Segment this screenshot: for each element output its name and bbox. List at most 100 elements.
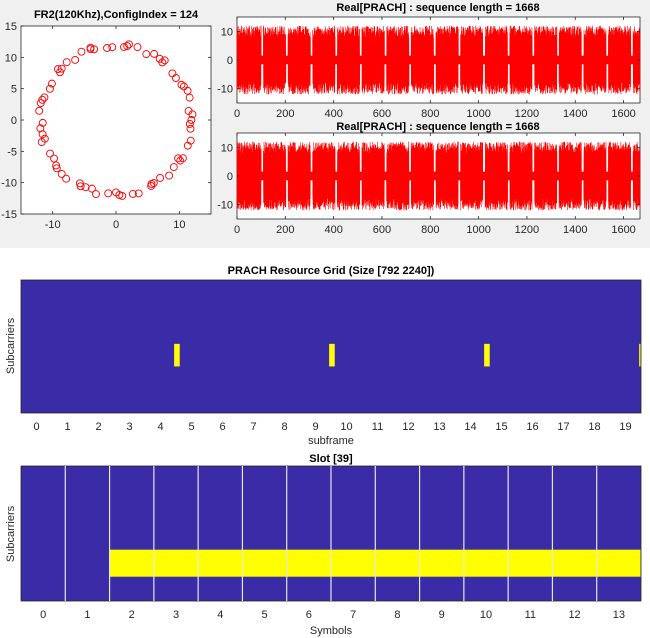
constellation-point <box>38 95 47 104</box>
constellation-point <box>35 106 44 115</box>
y-tick-label: 15 <box>5 21 17 33</box>
x-tick-label: 9 <box>312 421 318 433</box>
constellation-plot: -10 0 10 -15 -10 -5 0 5 10 15 FR2(120Khz),Config… <box>1 9 212 231</box>
constellation-point <box>150 49 159 58</box>
constellation-point <box>56 68 64 77</box>
slot-symbol-boundaries <box>64 466 598 601</box>
constellation-point <box>57 64 66 73</box>
x-tick-label: 0 <box>234 108 240 120</box>
constellation-point <box>57 169 66 178</box>
constellation-point <box>87 184 96 193</box>
constellation-point <box>52 161 61 170</box>
y-tick-label: 5 <box>11 84 17 96</box>
resource-grid-x-ticks: 0 1 2 3 4 5 6 7 8 9 10 11 12 13 14 15 16 17 18 19 <box>33 421 631 433</box>
x-tick-label: 400 <box>324 108 342 120</box>
constellation-point <box>156 173 165 182</box>
x-tick-label: 0 <box>113 219 119 231</box>
x-tick-label: 200 <box>276 224 294 236</box>
x-tick-label: 600 <box>373 108 391 120</box>
resource-grid-ylabel: Subcarriers <box>5 317 17 374</box>
constellation-point <box>123 42 132 51</box>
prach-occasion <box>484 343 490 367</box>
y-tick-label: 0 <box>11 115 17 127</box>
constellation-point <box>92 190 100 198</box>
x-tick-label: 11 <box>525 609 536 621</box>
prach-occasion <box>639 343 641 367</box>
x-tick-label: 6 <box>306 609 312 621</box>
constellation-point <box>108 43 117 52</box>
x-tick-label: 8 <box>281 421 287 433</box>
x-tick-label: 2 <box>95 421 101 433</box>
x-tick-label: 3 <box>126 421 132 433</box>
prach-real-2-x-ticks: 0 200 400 600 800 1000 1200 1400 1600 <box>234 133 636 236</box>
x-tick-label: 5 <box>262 609 268 621</box>
x-tick-label: 10 <box>340 421 352 433</box>
prach-real-2-y-ticks: -10 0 10 <box>217 142 640 212</box>
constellation-point <box>112 188 120 197</box>
constellation-point <box>71 55 80 64</box>
constellation-point <box>183 86 192 95</box>
constellation-point <box>62 174 71 183</box>
prach-real-1-y-ticks: -10 0 10 <box>217 26 640 96</box>
x-tick-label: 1200 <box>515 108 539 120</box>
x-tick-label: 1 <box>64 421 70 433</box>
x-tick-label: 10 <box>173 219 185 231</box>
x-tick-label: 0 <box>40 609 46 621</box>
x-tick-label: 16 <box>526 421 538 433</box>
resource-grid-xlabel: subframe <box>308 435 354 447</box>
x-tick-label: 19 <box>619 421 631 433</box>
constellation-point <box>160 56 169 65</box>
prach-real-2-title: Real[PRACH] : sequence length = 1668 <box>336 121 539 133</box>
constellation-point <box>149 179 158 188</box>
x-tick-label: 200 <box>276 108 294 120</box>
constellation-point <box>50 154 59 163</box>
prach-real-1-title: Real[PRACH] : sequence length = 1668 <box>336 2 539 14</box>
x-tick-label: -10 <box>45 219 61 231</box>
x-tick-label: 8 <box>394 609 400 621</box>
constellation-point <box>40 93 49 102</box>
y-tick-label: 10 <box>5 52 17 64</box>
constellation-point <box>134 189 143 198</box>
x-tick-label: 0 <box>234 224 240 236</box>
y-tick-label: -5 <box>7 146 17 158</box>
constellation-point <box>75 179 84 188</box>
y-tick-label: 0 <box>227 55 233 67</box>
constellation-points <box>35 40 197 200</box>
x-tick-label: 13 <box>433 421 445 433</box>
x-tick-label: 10 <box>480 609 492 621</box>
x-tick-label: 1000 <box>466 108 490 120</box>
prach-real-1-x-ticks: 0 200 400 600 800 1000 1200 1400 1600 <box>234 17 636 120</box>
y-tick-label: 10 <box>221 142 233 154</box>
x-tick-label: 1000 <box>466 224 490 236</box>
constellation-point <box>186 136 195 145</box>
x-tick-label: 12 <box>568 609 580 621</box>
y-tick-label: -10 <box>1 178 17 190</box>
constellation-point <box>169 163 178 172</box>
constellation-point <box>176 156 185 165</box>
x-tick-label: 7 <box>350 609 356 621</box>
x-tick-label: 5 <box>188 421 194 433</box>
x-tick-label: 3 <box>173 609 179 621</box>
constellation-point <box>142 50 151 59</box>
constellation-point <box>186 124 195 133</box>
slot-ylabel: Subcarriers <box>5 505 17 562</box>
constellation-point <box>188 110 197 119</box>
constellation-point <box>155 54 164 63</box>
x-tick-label: 6 <box>219 421 225 433</box>
constellation-point <box>47 79 56 88</box>
x-tick-label: 600 <box>373 224 391 236</box>
constellation-point <box>120 43 128 51</box>
constellation-point <box>177 80 186 89</box>
x-tick-label: 1400 <box>563 108 587 120</box>
x-tick-label: 7 <box>250 421 256 433</box>
constellation-axes <box>20 25 212 215</box>
slot-title: Slot [39] <box>309 453 353 465</box>
constellation-point <box>81 183 90 192</box>
x-tick-label: 12 <box>402 421 414 433</box>
constellation-point <box>133 43 142 52</box>
slot-xlabel: Symbols <box>310 625 353 637</box>
y-tick-label: -10 <box>217 200 233 212</box>
constellation-point <box>76 182 85 191</box>
resource-grid-title: PRACH Resource Grid (Size [792 2240]) <box>228 265 435 277</box>
